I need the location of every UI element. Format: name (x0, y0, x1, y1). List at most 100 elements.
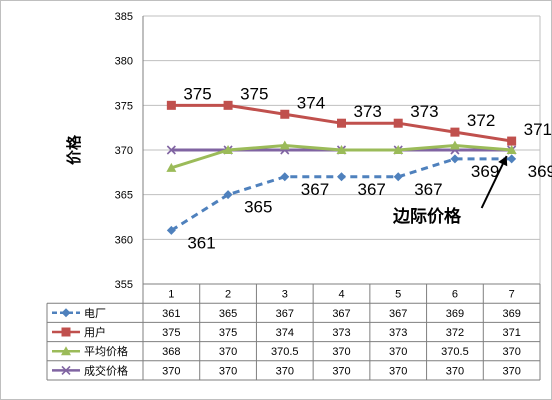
table-cell: 370.5 (271, 346, 299, 358)
legend-label: 平均价格 (84, 344, 128, 358)
data-label: 369 (528, 162, 552, 181)
series-3 (166, 140, 517, 172)
series-marker (337, 172, 346, 182)
series-marker (450, 154, 460, 164)
series-marker (450, 127, 460, 137)
legend-row-4: 成交价格 370 370 370 370 370 370 370 (52, 363, 521, 377)
table-cell: 367 (276, 308, 294, 320)
series-marker (336, 145, 347, 154)
series-marker (393, 145, 404, 154)
series-marker (393, 118, 403, 128)
table-cell: 367 (389, 308, 407, 320)
legend-row-1: 电厂 361 365 367 367 367 369 369 (52, 307, 521, 320)
series-marker (223, 100, 233, 110)
annotation: 边际价格 (392, 155, 508, 226)
series-1 (166, 154, 517, 235)
table-cell: 368 (162, 346, 180, 358)
data-label: 375 (183, 84, 211, 103)
data-labels-2: 375 375 374 373 373 372 371 (183, 84, 552, 139)
data-label: 373 (410, 102, 438, 121)
y-tick-label: 360 (115, 234, 133, 246)
data-label: 367 (414, 180, 442, 199)
series-marker (280, 109, 290, 119)
table-cell: 370.5 (441, 346, 469, 358)
x-tick-label: 1 (168, 289, 174, 301)
data-table: 1 2 3 4 5 6 7 电厂 361 365 367 367 367 369 369 用户 375 375 37… (46, 283, 541, 381)
data-label: 373 (354, 102, 382, 121)
y-tick-label: 375 (115, 100, 133, 112)
table-cell: 370 (162, 365, 180, 377)
x-tick-label: 7 (509, 289, 515, 301)
table-cell: 365 (219, 308, 237, 320)
legend-marker (61, 346, 71, 356)
series-marker (166, 100, 176, 110)
data-label: 369 (471, 162, 499, 181)
series-marker (449, 140, 460, 150)
table-cell: 370 (446, 365, 464, 377)
table-cell: 370 (389, 365, 407, 377)
x-tick-label: 6 (452, 289, 458, 301)
series-marker (279, 140, 290, 150)
data-label: 371 (524, 120, 552, 139)
x-tick-label: 3 (282, 289, 288, 301)
x-tick-label: 4 (338, 289, 344, 301)
series-marker (337, 118, 346, 128)
table-cell: 370 (332, 365, 350, 377)
legend-row-2: 用户 375 375 374 373 373 372 371 (52, 325, 521, 339)
y-tick-label: 370 (115, 145, 133, 157)
table-cell: 370 (502, 365, 520, 377)
data-label: 365 (244, 198, 272, 217)
table-cell: 371 (502, 327, 520, 339)
series-marker (506, 145, 517, 154)
series-marker (166, 225, 176, 235)
data-labels-1: 361 365 367 367 367 369 369 (187, 162, 552, 252)
table-cell: 370 (276, 365, 294, 377)
legend-marker (61, 327, 71, 337)
table-cell: 375 (162, 327, 180, 339)
table-cell: 367 (332, 308, 350, 320)
legend-marker (61, 308, 71, 318)
table-cell: 370 (219, 365, 237, 377)
legend-label: 成交价格 (84, 363, 128, 377)
legend-row-3: 平均价格 368 370 370.5 370 370 370.5 370 (52, 344, 521, 358)
x-tick-label: 5 (395, 289, 401, 301)
annotation-arrow-shaft (480, 155, 508, 209)
legend-label: 电厂 (84, 307, 106, 320)
table-cell: 370 (502, 346, 520, 358)
table-cell: 374 (276, 327, 294, 339)
series-marker (223, 145, 234, 154)
table-cell: 370 (219, 346, 237, 358)
table-cell: 369 (502, 308, 520, 320)
y-tick-label: 365 (115, 190, 133, 202)
series-2 (166, 100, 517, 146)
series-marker (507, 154, 517, 164)
annotation-text: 边际价格 (392, 206, 462, 226)
x-tick-label: 2 (225, 289, 231, 301)
annotation-arrow-head (498, 156, 508, 167)
y-tick-label: 385 (115, 11, 133, 23)
data-label: 372 (467, 111, 495, 130)
table-cell: 369 (446, 308, 464, 320)
table-cell: 375 (219, 327, 237, 339)
data-label: 361 (187, 233, 215, 252)
data-label: 374 (297, 93, 325, 112)
series-marker (166, 162, 177, 172)
data-label: 367 (358, 180, 386, 199)
series-marker (507, 136, 517, 146)
data-label: 375 (240, 84, 268, 103)
series-marker (166, 145, 176, 155)
series-marker (223, 190, 233, 200)
series-marker (280, 172, 290, 182)
legend-marker (61, 365, 71, 375)
data-label: 367 (301, 180, 329, 199)
y-tick-label: 380 (115, 56, 133, 68)
table-cell: 370 (389, 346, 407, 358)
table-cell: 373 (332, 327, 350, 339)
table-cell: 361 (162, 308, 180, 320)
legend-label: 用户 (84, 325, 106, 339)
table-cell: 373 (389, 327, 407, 339)
series-marker (393, 172, 403, 182)
